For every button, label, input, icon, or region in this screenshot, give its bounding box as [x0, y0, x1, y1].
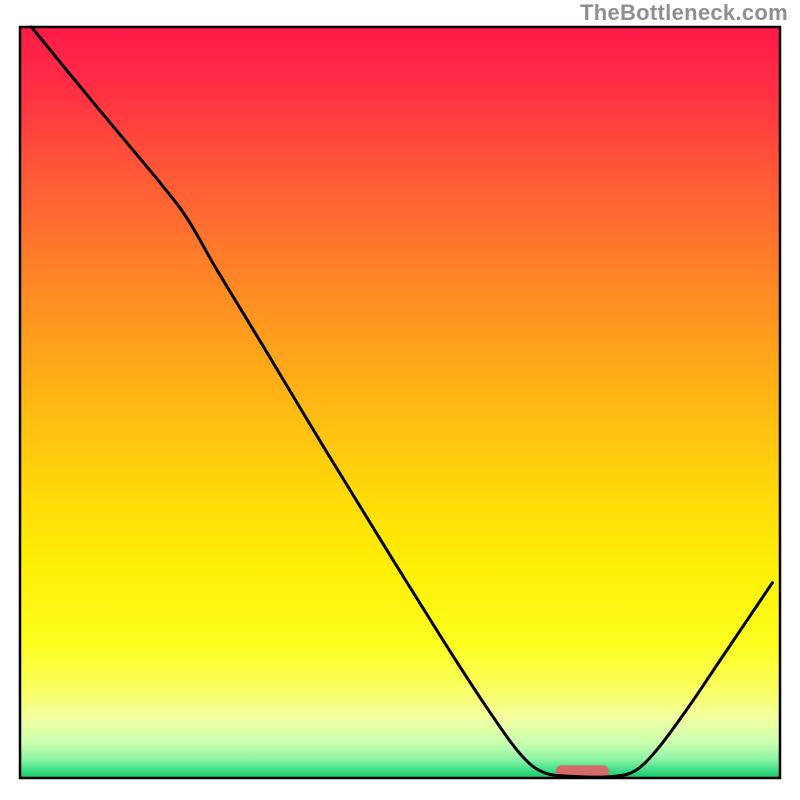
chart-container: TheBottleneck.com — [0, 0, 800, 800]
plot-background — [20, 27, 780, 778]
watermark-text: TheBottleneck.com — [580, 0, 788, 26]
bottleneck-chart — [0, 0, 800, 800]
